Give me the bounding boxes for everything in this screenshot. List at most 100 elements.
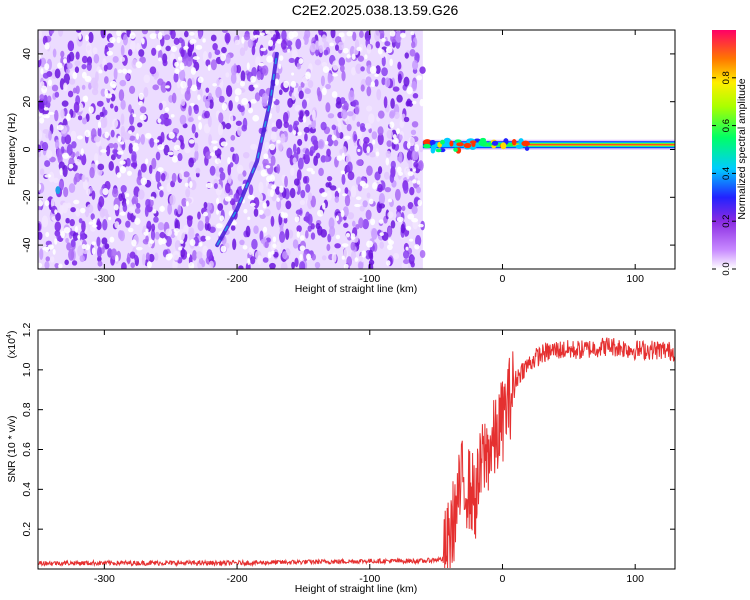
noise-blob — [366, 165, 373, 176]
noise-gap — [368, 198, 374, 205]
noise-gap — [56, 124, 64, 131]
noise-blob — [99, 111, 104, 118]
noise-blob — [71, 141, 77, 149]
noise-blob — [112, 118, 119, 129]
noise-gap — [59, 167, 63, 176]
noise-blob — [403, 76, 410, 87]
noise-blob — [114, 221, 120, 229]
noise-gap — [279, 185, 284, 193]
noise-blob — [63, 82, 68, 92]
noise-gap — [78, 33, 82, 40]
noise-blob — [394, 188, 401, 201]
noise-gap — [109, 80, 117, 88]
noise-blob — [419, 66, 426, 74]
noise-blob — [134, 207, 141, 214]
noise-blob — [350, 185, 357, 198]
noise-blob — [145, 252, 151, 262]
noise-gap — [412, 179, 417, 184]
noise-blob — [209, 165, 216, 176]
noise-blob — [197, 220, 204, 232]
noise-blob — [359, 205, 365, 212]
noise-blob — [39, 168, 45, 176]
noise-gap — [375, 151, 380, 157]
noise-blob — [314, 261, 321, 269]
noise-blob — [122, 34, 128, 46]
noise-blob — [207, 92, 213, 101]
noise-blob — [98, 196, 105, 208]
noise-blob — [278, 231, 286, 243]
noise-blob — [68, 248, 75, 261]
noise-blob — [406, 98, 412, 107]
noise-blob — [409, 49, 416, 57]
noise-blob — [42, 72, 49, 79]
noise-gap — [293, 130, 297, 136]
noise-blob — [82, 179, 88, 191]
noise-blob — [188, 227, 195, 237]
noise-gap — [335, 215, 339, 222]
noise-gap — [197, 76, 204, 83]
noise-blob — [70, 130, 77, 142]
noise-blob — [343, 222, 349, 228]
noise-blob — [329, 185, 337, 191]
noise-blob — [55, 139, 60, 150]
noise-blob — [292, 122, 298, 131]
noise-gap — [250, 98, 257, 104]
noise-gap — [52, 248, 56, 255]
noise-gap — [212, 83, 217, 87]
noise-blob — [125, 220, 131, 228]
noise-gap — [135, 133, 140, 140]
noise-gap — [234, 95, 239, 103]
noise-blob — [257, 255, 263, 265]
noise-blob — [47, 95, 52, 104]
noise-blob — [232, 238, 237, 251]
noise-blob — [144, 205, 149, 218]
noise-blob — [38, 30, 42, 40]
noise-blob — [92, 47, 98, 55]
noise-blob — [66, 144, 73, 156]
noise-gap — [85, 34, 90, 42]
noise-blob — [395, 31, 402, 43]
noise-blob — [401, 205, 406, 212]
noise-blob — [240, 70, 246, 83]
noise-blob — [301, 99, 307, 109]
noise-blob — [195, 167, 201, 174]
noise-blob — [66, 62, 73, 69]
noise-blob — [396, 94, 403, 103]
noise-blob — [54, 262, 60, 269]
noise-blob — [394, 111, 400, 120]
noise-blob — [39, 248, 44, 261]
x-tick-label: 100 — [626, 573, 644, 585]
noise-gap — [174, 68, 180, 75]
noise-blob — [145, 198, 151, 208]
noise-gap — [164, 107, 170, 113]
noise-gap — [260, 169, 267, 177]
snr-scale-base: (x10 — [6, 338, 18, 359]
noise-blob — [248, 84, 255, 92]
noise-blob — [215, 86, 222, 99]
noise-blob — [339, 64, 345, 73]
noise-gap — [119, 141, 125, 145]
noise-blob — [399, 134, 403, 141]
noise-blob — [173, 72, 179, 83]
noise-blob — [368, 249, 374, 259]
noise-blob — [320, 229, 327, 238]
noise-gap — [351, 53, 356, 60]
noise-blob — [393, 252, 400, 260]
noise-blob — [289, 187, 296, 199]
noise-gap — [378, 219, 384, 224]
noise-blob — [366, 43, 372, 54]
noise-blob — [179, 169, 184, 180]
noise-blob — [109, 103, 114, 109]
noise-blob — [70, 207, 76, 213]
noise-blob — [389, 172, 395, 183]
noise-blob — [42, 128, 50, 135]
noise-blob — [411, 121, 419, 128]
noise-gap — [265, 30, 269, 35]
noise-blob — [291, 92, 296, 101]
noise-blob — [236, 74, 240, 84]
noise-blob — [148, 164, 153, 175]
noise-blob — [271, 126, 278, 133]
noise-blob — [348, 90, 355, 102]
noise-gap — [38, 113, 43, 117]
noise-blob — [283, 217, 288, 224]
